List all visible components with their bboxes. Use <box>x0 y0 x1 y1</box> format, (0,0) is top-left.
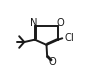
Text: N: N <box>30 18 37 28</box>
Text: O: O <box>56 18 64 28</box>
Text: Cl: Cl <box>65 33 74 43</box>
Text: O: O <box>49 57 56 67</box>
